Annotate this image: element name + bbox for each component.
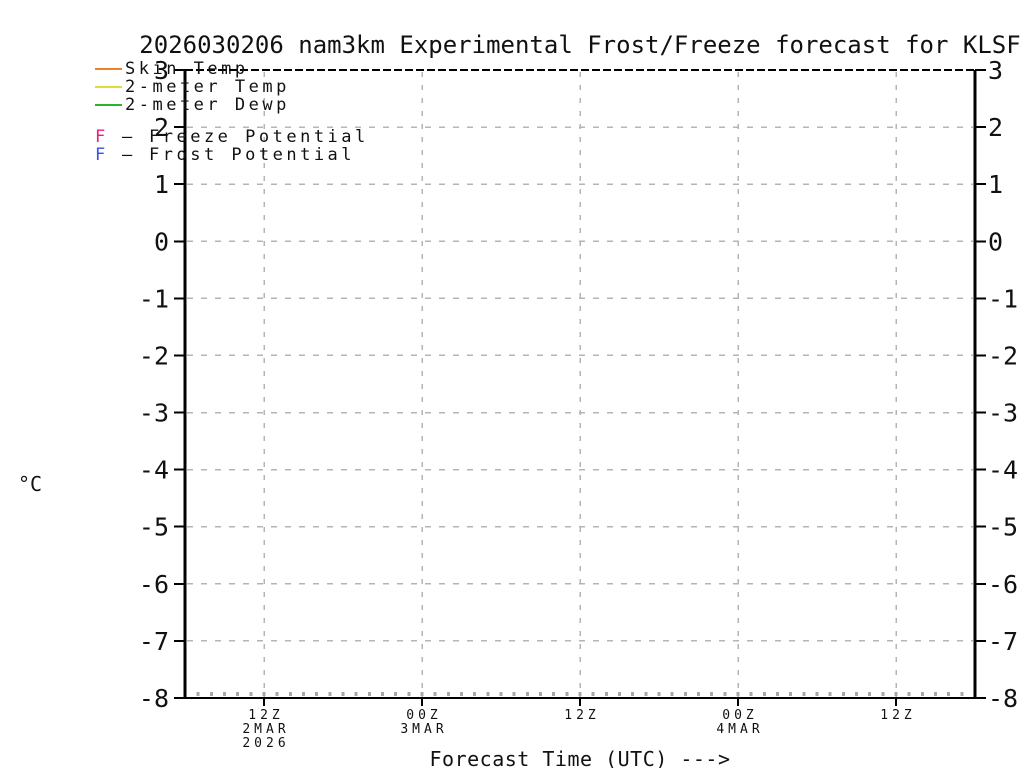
- y-tick-label-right: 2: [988, 113, 1003, 142]
- y-tick-label-right: 3: [988, 56, 1003, 85]
- y-tick-label-right: -1: [988, 284, 1018, 313]
- y-tick-label-left: -6: [139, 570, 169, 599]
- y-tick-label-right: 0: [988, 227, 1003, 256]
- y-ticks: 3 3 2 2 1 1 0 0 -1 -1 -2 -2 -3 -3 -4 -4 -5 -5 -6 -6 -7 -7 -8 -8: [139, 56, 1018, 713]
- y-tick-label-right: -2: [988, 341, 1018, 370]
- y-tick-label-left: -2: [139, 341, 169, 370]
- x-tick-label: 00Z: [722, 708, 757, 723]
- y-tick-label-left: 2: [154, 113, 169, 142]
- y-tick-label-right: 1: [988, 170, 1003, 199]
- x-tick-label: 12Z: [880, 708, 915, 723]
- x-tick-label: 2026: [242, 736, 289, 751]
- y-tick-label-right: -8: [988, 684, 1018, 713]
- x-tick-label: 4MAR: [716, 722, 763, 737]
- x-axis-label: Forecast Time (UTC) --->: [429, 747, 731, 768]
- y-tick-label-right: -7: [988, 627, 1018, 656]
- y-tick-label-left: 0: [154, 227, 169, 256]
- y-tick-label-left: -8: [139, 684, 169, 713]
- x-tick-label: 12Z: [564, 708, 599, 723]
- y-tick-label-left: -4: [139, 456, 169, 485]
- y-tick-label-left: 3: [154, 56, 169, 85]
- horizontal-gridlines: [187, 126, 973, 642]
- x-tick-label: 3MAR: [400, 722, 447, 737]
- y-axis-unit-label: °C: [18, 472, 43, 496]
- y-tick-label-left: -5: [139, 513, 169, 542]
- y-tick-label-right: -6: [988, 570, 1018, 599]
- y-tick-label-left: -3: [139, 399, 169, 428]
- x-minor-ticks: [183, 692, 977, 696]
- chart-title: 2026030206 nam3km Experimental Frost/Fre…: [139, 31, 1021, 59]
- y-tick-label-right: -5: [988, 513, 1018, 542]
- vertical-gridlines: [263, 72, 897, 697]
- y-tick-label-left: -1: [139, 284, 169, 313]
- x-tick-label: 12Z: [248, 708, 283, 723]
- y-tick-label-left: 1: [154, 170, 169, 199]
- y-tick-label-left: -7: [139, 627, 169, 656]
- x-tick-label: 00Z: [406, 708, 441, 723]
- y-tick-label-right: -4: [988, 456, 1018, 485]
- x-tick-label: 2MAR: [242, 722, 289, 737]
- y-tick-label-right: -3: [988, 399, 1018, 428]
